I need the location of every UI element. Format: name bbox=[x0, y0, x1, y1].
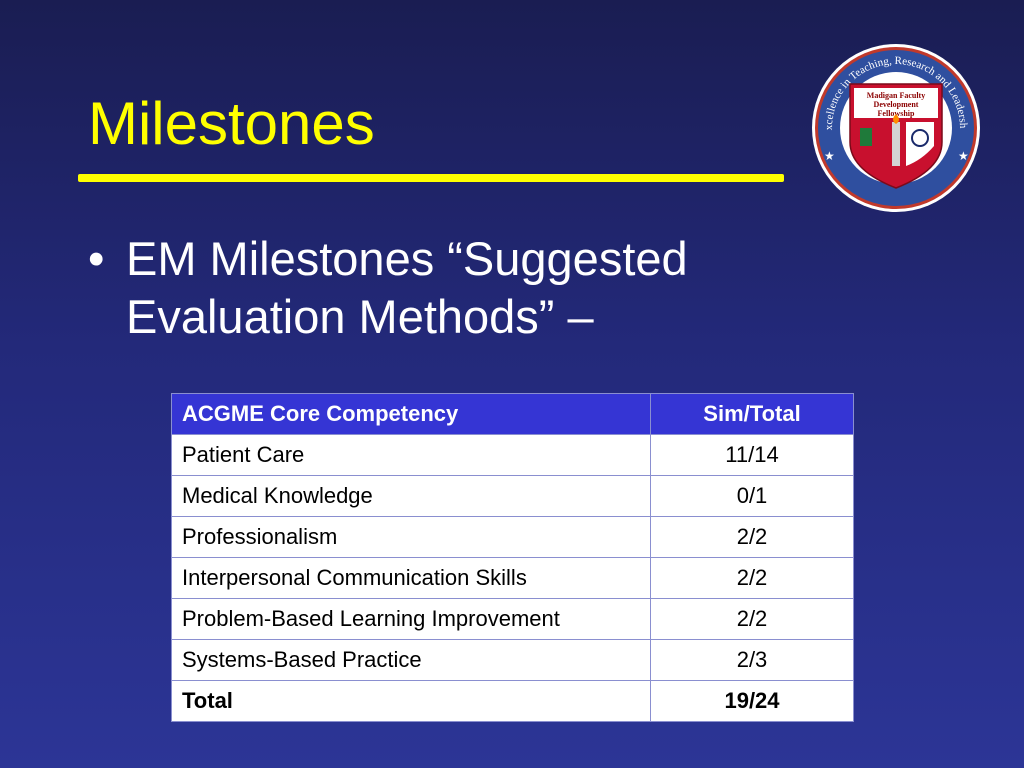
table-row: Professionalism 2/2 bbox=[171, 516, 854, 558]
seal-star-right-icon: ★ bbox=[958, 149, 969, 163]
bullet-text: EM Milestones “Suggested Evaluation Meth… bbox=[126, 232, 688, 343]
table-row: Systems-Based Practice 2/3 bbox=[171, 639, 854, 681]
cell-total-value: 19/24 bbox=[650, 680, 854, 722]
table-row: Problem-Based Learning Improvement 2/2 bbox=[171, 598, 854, 640]
cell-competency: Problem-Based Learning Improvement bbox=[171, 598, 651, 640]
slide-title: Milestones bbox=[88, 90, 375, 157]
cell-sim-total: 2/2 bbox=[650, 516, 854, 558]
shield-text-line3: Fellowship bbox=[878, 109, 915, 118]
table-row: Medical Knowledge 0/1 bbox=[171, 475, 854, 517]
cell-sim-total: 2/2 bbox=[650, 557, 854, 599]
shield-torch-icon bbox=[892, 122, 900, 166]
cell-competency: Interpersonal Communication Skills bbox=[171, 557, 651, 599]
table-row: Patient Care 11/14 bbox=[171, 434, 854, 476]
title-underline bbox=[78, 174, 784, 182]
cell-total-label: Total bbox=[171, 680, 651, 722]
table-row: Interpersonal Communication Skills 2/2 bbox=[171, 557, 854, 599]
madigan-fellowship-seal-logo: Excellence in Teaching, Research and Lea… bbox=[810, 42, 980, 212]
cell-competency: Medical Knowledge bbox=[171, 475, 651, 517]
competency-table: ACGME Core Competency Sim/Total Patient … bbox=[171, 393, 854, 722]
bullet-marker: • bbox=[88, 232, 105, 285]
shield-books-icon bbox=[860, 128, 872, 146]
cell-competency: Professionalism bbox=[171, 516, 651, 558]
cell-competency: Systems-Based Practice bbox=[171, 639, 651, 681]
cell-sim-total: 2/2 bbox=[650, 598, 854, 640]
cell-sim-total: 0/1 bbox=[650, 475, 854, 517]
shield-text-line2: Development bbox=[874, 100, 919, 109]
cell-competency: Patient Care bbox=[171, 434, 651, 476]
seal-star-left-icon: ★ bbox=[824, 149, 835, 163]
shield-text-line1: Madigan Faculty bbox=[867, 91, 925, 100]
table-total-row: Total 19/24 bbox=[171, 680, 854, 722]
table-header-row: ACGME Core Competency Sim/Total bbox=[171, 393, 854, 435]
header-competency: ACGME Core Competency bbox=[171, 393, 651, 435]
cell-sim-total: 2/3 bbox=[650, 639, 854, 681]
header-sim-total: Sim/Total bbox=[650, 393, 854, 435]
bullet-point: • EM Milestones “Suggested Evaluation Me… bbox=[88, 230, 848, 346]
shield-caduceus-icon bbox=[911, 129, 929, 147]
cell-sim-total: 11/14 bbox=[650, 434, 854, 476]
